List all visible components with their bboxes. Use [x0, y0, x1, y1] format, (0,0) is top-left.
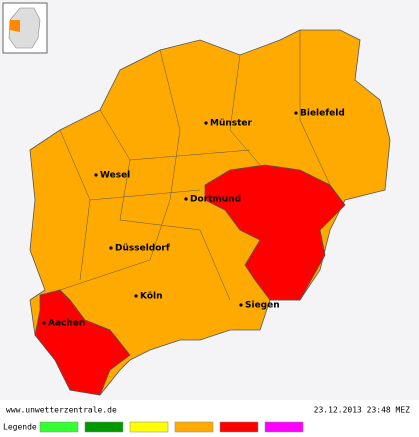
timestamp: 23.12.2013 23:48 MEZ: [314, 406, 411, 415]
region-red-east: [204, 164, 346, 301]
city-label: Aachen: [48, 319, 85, 329]
city-dot: [294, 111, 298, 115]
legend-swatch: [264, 421, 304, 433]
source: www.unwetterzentrale.de: [6, 406, 117, 415]
legend-swatch: [39, 421, 79, 433]
city-label: Köln: [140, 292, 163, 302]
city-dot: [109, 246, 113, 250]
city-dot: [204, 121, 208, 125]
city-dot: [134, 294, 138, 298]
city-label: Dortmund: [190, 195, 241, 205]
city-label: Bielefeld: [300, 109, 345, 119]
inset-country: [8, 7, 41, 49]
inset-region: [10, 20, 20, 32]
city-dot: [94, 173, 98, 177]
legend-swatch: [84, 421, 124, 433]
legend-swatch: [129, 421, 169, 433]
city-dot: [184, 197, 188, 201]
legend-label: Legende: [3, 423, 37, 432]
district-lines: [59, 30, 331, 301]
city-label: Wesel: [100, 171, 130, 181]
inset: [2, 2, 48, 54]
legend-swatch: [174, 421, 214, 433]
city-label: Münster: [210, 119, 253, 129]
city-label: Düsseldorf: [115, 244, 170, 254]
city-label: Siegen: [245, 301, 280, 311]
legend-swatch: [219, 421, 259, 433]
city-dot: [42, 321, 46, 325]
region-red-southwest: [34, 289, 131, 396]
city-dot: [239, 303, 243, 307]
